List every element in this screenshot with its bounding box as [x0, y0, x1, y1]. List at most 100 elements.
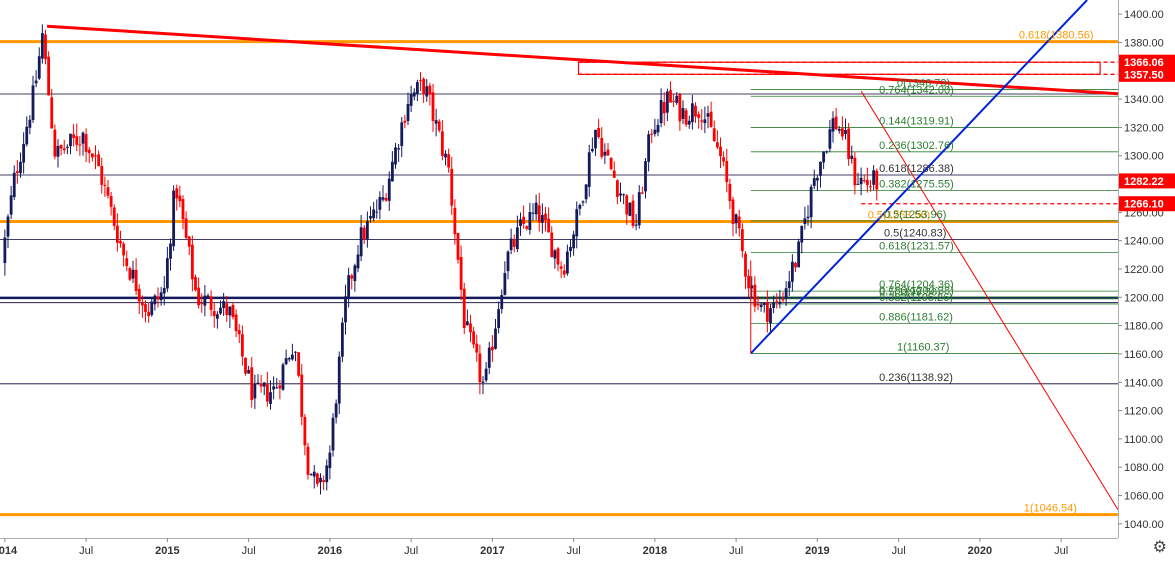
candle-body — [181, 199, 185, 220]
y-tick-label: 1060.00 — [1124, 491, 1164, 503]
candle-body — [47, 56, 51, 96]
trendline-resistance — [47, 24, 1119, 96]
candle-body — [844, 130, 847, 134]
candle-body — [528, 212, 532, 230]
candle-body — [194, 277, 197, 290]
candle-body — [853, 157, 857, 186]
candle-body — [334, 403, 338, 418]
candle-body — [865, 179, 869, 186]
candle-body — [787, 281, 791, 289]
price-label-text: 1282.22 — [1124, 176, 1164, 188]
candle-body — [634, 224, 638, 226]
x-tick-label: Jul — [242, 545, 256, 557]
fib-level-label: 0(1346.73) — [897, 78, 950, 90]
trendline-support — [750, 0, 1088, 355]
candle-body — [69, 133, 72, 147]
candle-body — [244, 357, 247, 374]
candle-body — [137, 288, 141, 302]
price-axis-background — [1118, 0, 1175, 561]
candle-body — [731, 199, 735, 224]
candle-body — [622, 194, 626, 196]
candle-body — [206, 295, 210, 298]
candle-body — [594, 129, 597, 149]
candle-body — [156, 296, 160, 300]
candle-body — [381, 197, 385, 200]
y-tick-label: 1040.00 — [1124, 519, 1164, 531]
candle-body — [615, 180, 619, 197]
candle-body — [850, 155, 854, 159]
candle-body — [262, 382, 266, 387]
candle-body — [759, 304, 763, 308]
candle-body — [475, 343, 479, 353]
x-tick-label: 2014 — [0, 545, 18, 557]
candle-body — [681, 108, 685, 119]
candle-body — [200, 303, 204, 305]
candle-body — [28, 119, 32, 128]
candle-body — [537, 205, 541, 223]
candle-body — [662, 101, 666, 114]
candle-body — [272, 386, 276, 390]
candle-body — [65, 146, 69, 148]
candle-body — [784, 288, 788, 299]
fib-level-label: 0.886(1181.62) — [879, 311, 953, 323]
candle-body — [115, 225, 119, 243]
candle-body — [715, 142, 719, 148]
candle-body — [806, 216, 810, 219]
candle-body — [790, 261, 794, 282]
candle-body — [81, 132, 85, 144]
candle-body — [509, 238, 513, 251]
x-tick-label: Jul — [892, 545, 906, 557]
candle-body — [859, 177, 863, 185]
candle-body — [569, 246, 572, 252]
fib-level-label: 0.236(1302.76) — [879, 140, 954, 152]
candle-body — [300, 374, 304, 417]
y-tick-label: 1180.00 — [1124, 321, 1163, 333]
candle-body — [184, 218, 188, 238]
candle-body — [178, 195, 182, 202]
candle-body — [728, 183, 732, 202]
price-label-text: 1366.06 — [1124, 57, 1164, 69]
x-tick-label: 2019 — [805, 545, 829, 557]
y-tick-label: 1340.00 — [1124, 94, 1164, 106]
candle-body — [125, 258, 129, 267]
x-tick-label: 2020 — [968, 545, 992, 557]
level-label: 0.236(1138.92) — [879, 372, 953, 384]
candle-body — [834, 116, 838, 130]
candle-body — [837, 128, 841, 131]
candle-body — [109, 196, 113, 207]
candle-body — [412, 92, 416, 97]
candle-body — [390, 161, 394, 182]
x-tick-label: Jul — [79, 545, 93, 557]
candle-body — [800, 225, 804, 243]
candle-body — [134, 269, 138, 292]
candle-body — [472, 331, 476, 345]
trendlines-layer — [47, 0, 1119, 510]
candle-body — [781, 299, 785, 301]
candle-body — [578, 204, 582, 209]
candle-body — [253, 383, 257, 399]
candle-body — [62, 148, 66, 151]
y-tick-label: 1140.00 — [1124, 377, 1163, 389]
candle-body — [34, 80, 38, 84]
candle-body — [631, 200, 635, 226]
candle-body — [75, 136, 79, 145]
candle-body — [37, 56, 41, 79]
trendline-projection — [860, 91, 1119, 510]
level-label: 1(1046.54) — [1024, 503, 1077, 515]
candle-body — [872, 170, 876, 185]
candle-body — [525, 226, 529, 229]
candle-body — [309, 474, 313, 476]
candle-body — [678, 94, 682, 122]
candle-body — [437, 121, 441, 131]
gear-icon[interactable]: ⚙ — [1152, 537, 1167, 556]
candle-body — [256, 382, 260, 384]
candle-body — [297, 352, 301, 376]
candle-body — [703, 119, 707, 124]
candle-body — [212, 311, 216, 317]
candle-body — [72, 134, 76, 138]
candle-body — [415, 82, 419, 94]
fib-level-label: 0.618(1231.57) — [879, 241, 954, 253]
candle-body — [600, 137, 604, 157]
candle-body — [287, 358, 291, 360]
